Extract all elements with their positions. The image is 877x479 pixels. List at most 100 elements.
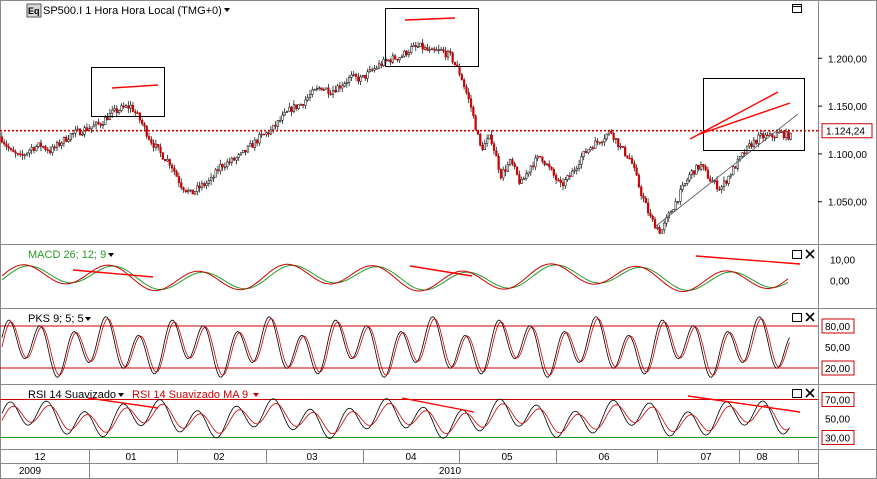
candle-body [782, 131, 785, 138]
current-value-badge [821, 123, 873, 139]
candle-body [787, 130, 790, 140]
candle-body [693, 170, 696, 175]
pks-dropdown-icon[interactable] [85, 317, 91, 321]
maximize-icon[interactable] [792, 4, 802, 13]
macd-lines: 10,00 0,00 [1, 255, 855, 293]
candle-body [543, 161, 546, 165]
maximize-icon[interactable] [792, 250, 802, 259]
candle-body [741, 152, 744, 157]
candle-body [624, 146, 627, 156]
candle-body [467, 92, 470, 99]
candle-body [428, 49, 431, 51]
candle-body [154, 143, 158, 148]
candle-body [182, 187, 185, 191]
candle-body [601, 141, 604, 144]
symbol-badge[interactable] [26, 3, 42, 18]
candle-body [628, 157, 631, 160]
candle-body [7, 146, 10, 149]
pks-signal-line [1, 318, 790, 376]
candle-body [170, 164, 174, 169]
candle-body [773, 136, 776, 139]
candle-body [175, 171, 178, 177]
candle-body [366, 71, 369, 79]
candle-body [235, 157, 238, 161]
candle-body [189, 189, 192, 192]
candle-body [21, 153, 24, 156]
candle-body [423, 47, 427, 50]
candle-body [670, 211, 673, 214]
maximize-icon[interactable] [792, 313, 802, 322]
candle-body [525, 173, 528, 180]
candle-body [557, 179, 560, 182]
candle-body [274, 124, 277, 127]
candle-body [433, 48, 436, 51]
candle-body [377, 63, 381, 69]
candle-body [766, 134, 769, 137]
candle-body [304, 99, 307, 106]
rsi-panel-controls [792, 388, 815, 398]
rsi-dropdown-icon[interactable] [118, 393, 124, 397]
candle-body [118, 110, 121, 114]
close-icon[interactable] [805, 388, 815, 398]
candle-body [490, 134, 493, 144]
candle-body [596, 140, 599, 143]
candle-body [561, 182, 565, 187]
candle-body [414, 45, 417, 48]
candle-body [145, 126, 148, 137]
candle-body [649, 212, 652, 217]
candle-body [313, 89, 316, 91]
candle-body [9, 148, 13, 150]
title-dropdown-icon[interactable] [224, 8, 230, 12]
candle-body [85, 127, 89, 131]
maximize-icon[interactable] [792, 389, 802, 398]
candle-body [440, 49, 443, 51]
rsi-ma-dropdown-icon[interactable] [253, 393, 259, 397]
candle-body [382, 59, 385, 66]
candle-body [396, 58, 399, 61]
candle-body [46, 149, 49, 151]
divergence-line [111, 84, 159, 89]
candle-body [621, 146, 624, 148]
candle-body [497, 155, 500, 170]
candle-body [573, 169, 576, 172]
x-axis: 12 01 02 03 04 05 06 07 08 2009 2010 [0, 450, 818, 479]
candle-body [69, 133, 72, 141]
candle-body [173, 167, 176, 172]
candle-body [789, 132, 792, 140]
month-label: 02 [213, 452, 225, 463]
candle-body [288, 106, 291, 112]
month-label: 07 [700, 452, 712, 463]
axis-tick-label: 80,00 [825, 322, 850, 333]
candle-body [626, 155, 629, 159]
candle-body [244, 149, 247, 153]
candle-body [532, 165, 535, 168]
candle-body [65, 136, 68, 142]
close-icon[interactable] [805, 312, 815, 322]
candle-body [12, 149, 15, 153]
current-value-label: 1.124,24 [826, 127, 865, 138]
candle-body [520, 178, 523, 184]
rsi-ma-line [1, 402, 790, 435]
candle-body [421, 42, 424, 50]
candle-body [354, 74, 358, 78]
symbol-badge-text: Eq [28, 6, 40, 16]
candle-body [679, 189, 682, 202]
macd-dropdown-icon[interactable] [108, 253, 114, 257]
candle-body [251, 143, 254, 148]
candle-body [44, 146, 47, 150]
candle-body [230, 157, 233, 163]
price-title: SP500.I 1 Hora Hora Local (TMG+0) [43, 5, 222, 17]
candle-body [548, 163, 551, 168]
candle-body [42, 146, 45, 148]
candle-body [552, 169, 555, 176]
candle-body [637, 174, 641, 188]
month-label: 06 [598, 452, 610, 463]
candle-body [143, 123, 146, 127]
candle-body [690, 170, 693, 176]
axis-tick-label: 50,00 [825, 415, 850, 426]
band-badge [821, 318, 855, 334]
y-axis-labels: 1.200,00 1.150,00 1.100,00 1.050,00 1.124,24 [818, 54, 873, 209]
close-icon[interactable] [805, 249, 815, 259]
candle-body [483, 142, 486, 151]
